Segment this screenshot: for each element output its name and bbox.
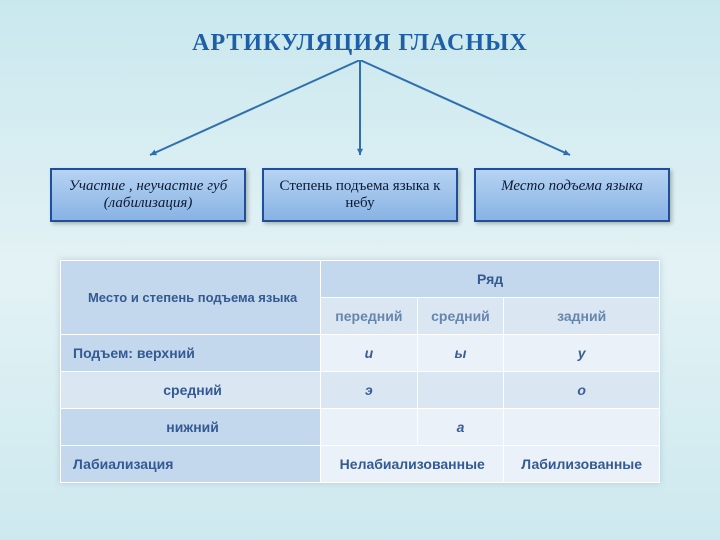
table-cell: о	[504, 372, 660, 409]
category-box: Место подъема языка	[474, 168, 670, 222]
row-header: нижний	[61, 409, 321, 446]
col-header: задний	[504, 298, 660, 335]
vowel-table: Место и степень подъема языка Ряд передн…	[60, 260, 660, 483]
category-box: Участие , неучастие губ (лабилизация)	[50, 168, 246, 222]
table-footer-row: ЛабиализацияНелабиализованныеЛабилизован…	[61, 446, 660, 483]
row-header: средний	[61, 372, 321, 409]
table-cell	[417, 372, 504, 409]
footer-cell: Лабилизованные	[504, 446, 660, 483]
col-header: средний	[417, 298, 504, 335]
table-cell: и	[321, 335, 417, 372]
corner-header: Место и степень подъема языка	[61, 261, 321, 335]
table-cell	[321, 409, 417, 446]
branch-arrows	[120, 60, 600, 160]
category-box: Степень подъема языка к небу	[262, 168, 458, 222]
slide-title: АРТИКУЛЯЦИЯ ГЛАСНЫХ	[0, 30, 720, 57]
table-cell: ы	[417, 335, 504, 372]
vowel-table-wrap: Место и степень подъема языка Ряд передн…	[60, 260, 660, 483]
col-group-header: Ряд	[321, 261, 660, 298]
col-header: передний	[321, 298, 417, 335]
table-cell: у	[504, 335, 660, 372]
table-row: среднийэ о	[61, 372, 660, 409]
footer-header: Лабиализация	[61, 446, 321, 483]
row-header: Подъем: верхний	[61, 335, 321, 372]
table-row: Подъем: верхнийиыу	[61, 335, 660, 372]
table-cell	[504, 409, 660, 446]
category-boxes: Участие , неучастие губ (лабилизация) Сте…	[50, 168, 670, 222]
table-header-row: Место и степень подъема языка Ряд	[61, 261, 660, 298]
slide: АРТИКУЛЯЦИЯ ГЛАСНЫХ Участие , неучастие …	[0, 0, 720, 540]
table-cell: а	[417, 409, 504, 446]
footer-cell: Нелабиализованные	[321, 446, 504, 483]
table-row: нижний а	[61, 409, 660, 446]
table-cell: э	[321, 372, 417, 409]
